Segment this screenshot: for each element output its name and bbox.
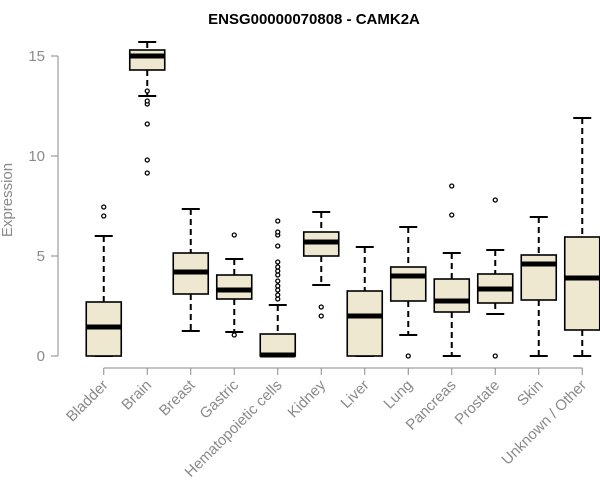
- outlier-point: [492, 197, 498, 203]
- outlier-point: [231, 232, 237, 238]
- y-tick-label: 15: [28, 48, 45, 65]
- outlier-point: [275, 292, 281, 298]
- box-group: [215, 232, 253, 338]
- outlier-point: [275, 229, 281, 235]
- outlier-point: [275, 218, 281, 224]
- outlier-point: [144, 157, 150, 163]
- box-group: [346, 246, 384, 357]
- outlier-point: [449, 183, 455, 189]
- outlier-point: [275, 278, 281, 284]
- outlier-point: [449, 212, 455, 218]
- x-tick-label: Breast: [156, 376, 199, 419]
- y-tick-label: 5: [37, 248, 45, 265]
- x-tick-label: Prostate: [452, 377, 504, 429]
- outlier-point: [144, 170, 150, 176]
- box-group: [259, 218, 297, 358]
- x-tick-label: Liver: [338, 377, 373, 412]
- box-group: [85, 204, 123, 357]
- outlier-point: [144, 98, 150, 104]
- box-group: [389, 226, 427, 359]
- outlier-point: [318, 313, 324, 319]
- outlier-point: [101, 204, 107, 210]
- x-tick-label: Lung: [380, 377, 416, 413]
- plot-area: [85, 41, 600, 359]
- x-tick-label: Kidney: [285, 376, 330, 421]
- outlier-point: [144, 88, 150, 94]
- outlier-point: [492, 353, 498, 359]
- x-tick-label: Bladder: [63, 377, 112, 426]
- y-axis-label: Expression: [0, 163, 16, 237]
- outlier-point: [275, 283, 281, 289]
- box-iqr: [346, 290, 384, 357]
- box-group: [476, 197, 514, 359]
- box-iqr: [128, 49, 166, 71]
- box-iqr: [563, 236, 600, 331]
- box-group: [520, 216, 558, 357]
- outlier-point: [101, 213, 107, 219]
- box-group: [172, 208, 210, 332]
- box-group: [128, 41, 166, 176]
- x-tick-label: Brain: [118, 377, 155, 414]
- outlier-point: [318, 304, 324, 310]
- box-iqr: [215, 274, 253, 300]
- outlier-point: [275, 259, 281, 265]
- box-iqr: [433, 278, 471, 313]
- outlier-point: [405, 353, 411, 359]
- outlier-point: [144, 121, 150, 127]
- box-iqr: [389, 266, 427, 302]
- box-group: [302, 211, 340, 319]
- x-tick-label: Skin: [514, 377, 547, 410]
- chart-title: ENSG00000070808 - CAMK2A: [208, 11, 420, 28]
- box-group: [433, 183, 471, 357]
- y-axis: 0 5 10 15: [28, 48, 59, 365]
- outlier-point: [275, 243, 281, 249]
- outlier-point: [275, 264, 281, 270]
- y-tick-label: 0: [37, 348, 45, 365]
- box-group: [563, 117, 600, 357]
- y-tick-label: 10: [28, 148, 45, 165]
- outlier-point: [231, 332, 237, 338]
